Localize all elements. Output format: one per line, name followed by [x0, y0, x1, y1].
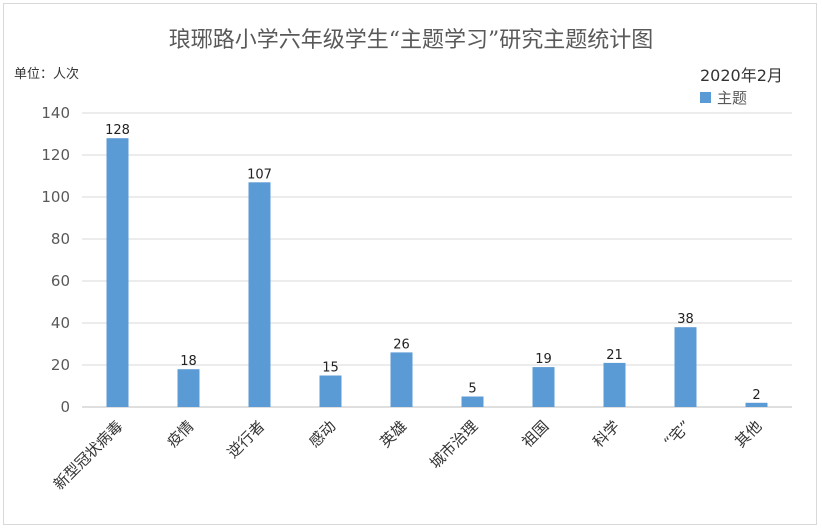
legend-label: 主题 — [717, 89, 748, 107]
bar — [461, 396, 484, 407]
x-tick-label: “宅” — [660, 417, 694, 451]
bar — [390, 352, 413, 407]
data-label: 5 — [468, 382, 476, 397]
x-tick-label: 感动 — [305, 417, 339, 451]
y-tick-label: 120 — [41, 146, 70, 164]
bar — [177, 369, 200, 407]
legend: 主题 — [700, 87, 747, 108]
x-tick-label: 逆行者 — [224, 417, 269, 462]
y-tick-label: 80 — [51, 230, 70, 248]
y-tick-label: 20 — [51, 356, 70, 374]
y-tick-label: 140 — [41, 104, 70, 122]
data-label: 19 — [535, 352, 552, 367]
chart-frame — [3, 3, 817, 525]
data-label: 18 — [180, 354, 197, 369]
x-tick-label: 城市治理 — [426, 417, 481, 472]
y-tick-label: 0 — [60, 398, 70, 416]
bar — [532, 367, 555, 407]
bar — [674, 327, 697, 407]
y-tick-label: 40 — [51, 314, 70, 332]
x-tick-label: 其他 — [731, 417, 765, 451]
bar — [745, 402, 768, 407]
data-label: 128 — [105, 123, 130, 138]
x-tick-label: 科学 — [589, 417, 623, 451]
x-tick-label: 疫情 — [163, 417, 197, 451]
data-label: 26 — [393, 337, 410, 352]
x-tick-label: 英雄 — [376, 417, 410, 451]
unit-label: 单位：人次 — [14, 67, 80, 82]
date-label: 2020年2月 — [700, 66, 783, 85]
data-label: 21 — [606, 348, 623, 363]
bar — [319, 375, 342, 407]
bar — [106, 138, 129, 407]
y-tick-label: 60 — [51, 272, 70, 290]
y-tick-label: 100 — [41, 188, 70, 206]
chart-title: 琅琊路小学六年级学生“主题学习”研究主题统计图 — [168, 28, 654, 53]
legend-swatch — [700, 92, 711, 103]
x-tick-label: 祖国 — [518, 417, 552, 451]
data-label: 107 — [247, 167, 272, 182]
bar — [248, 182, 271, 407]
bar — [603, 362, 626, 407]
x-tick-label: 新型冠状病毒 — [50, 417, 126, 493]
data-label: 15 — [322, 361, 339, 376]
data-label: 38 — [677, 312, 694, 327]
data-label: 2 — [752, 388, 760, 403]
